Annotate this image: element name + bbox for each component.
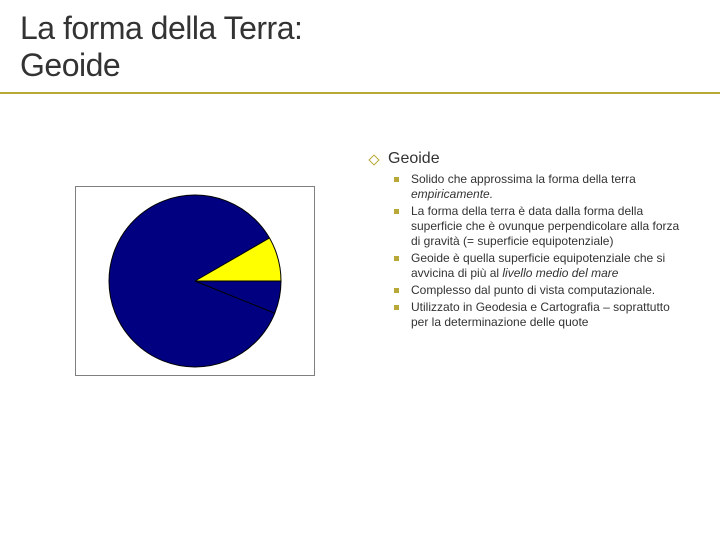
list-item: Solido che approssima la forma della ter… (394, 172, 690, 202)
bullet-list: Solido che approssima la forma della ter… (370, 172, 690, 330)
heading-text: Geoide (388, 150, 440, 168)
content-area: Geoide Solido che approssima la forma de… (0, 94, 720, 376)
square-bullet-icon (394, 305, 399, 310)
heading-row: Geoide (370, 150, 690, 168)
title-line-1: La forma della Terra: (20, 10, 700, 47)
bullet-text: Geoide è quella superficie equipotenzial… (411, 251, 690, 281)
bullet-text: Complesso dal punto di vista computazion… (411, 283, 655, 298)
bullet-text: La forma della terra è data dalla forma … (411, 204, 690, 249)
diagram-column (0, 150, 370, 376)
pie-chart-frame (75, 186, 315, 376)
square-bullet-icon (394, 288, 399, 293)
list-item: Geoide è quella superficie equipotenzial… (394, 251, 690, 281)
list-item: Utilizzato in Geodesia e Cartografia – s… (394, 300, 690, 330)
title-line-2: Geoide (20, 47, 700, 84)
list-item: Complesso dal punto di vista computazion… (394, 283, 690, 298)
bullet-text: Solido che approssima la forma della ter… (411, 172, 690, 202)
square-bullet-icon (394, 209, 399, 214)
square-bullet-icon (394, 256, 399, 261)
list-item: La forma della terra è data dalla forma … (394, 204, 690, 249)
diamond-bullet-icon (368, 154, 379, 165)
bullet-text: Utilizzato in Geodesia e Cartografia – s… (411, 300, 690, 330)
title-region: La forma della Terra: Geoide (0, 0, 720, 94)
text-column: Geoide Solido che approssima la forma de… (370, 150, 720, 376)
pie-chart (76, 187, 314, 375)
square-bullet-icon (394, 177, 399, 182)
